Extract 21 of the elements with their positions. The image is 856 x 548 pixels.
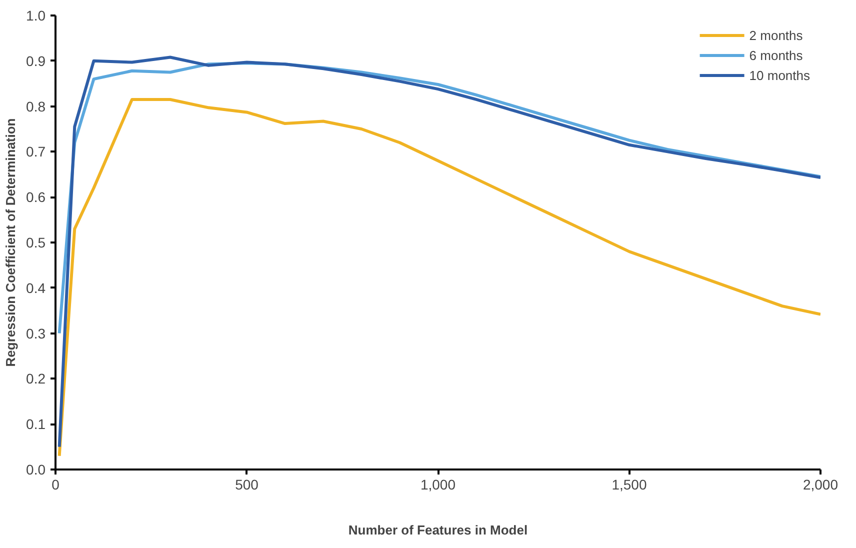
y-axis-title: Regression Coefficient of Determination	[3, 118, 18, 367]
y-tick-label: 0.9	[26, 52, 46, 69]
y-tick-label: 0.7	[26, 144, 46, 160]
y-tick-label: 0.3	[26, 325, 46, 342]
y-tick-label: 0.6	[26, 189, 46, 206]
legend-label: 2 months	[749, 28, 803, 42]
legend-label: 6 months	[749, 48, 803, 62]
legend-label: 10 months	[749, 68, 810, 82]
y-tick-label: 0.0	[26, 462, 46, 478]
y-tick-label: 0.5	[26, 234, 46, 250]
y-tick-label: 0.2	[26, 370, 46, 387]
y-tick-label: 1.0	[26, 8, 46, 24]
x-tick-label: 1,500	[612, 476, 647, 492]
x-tick-label: 2,000	[802, 476, 838, 492]
y-tick-label: 0.8	[26, 98, 46, 114]
x-axis-title: Number of Features in Model	[348, 522, 528, 538]
x-tick-label: 0	[52, 476, 60, 492]
x-tick-label: 500	[235, 476, 259, 492]
y-tick-label: 0.4	[26, 280, 46, 296]
y-tick-label: 0.1	[26, 416, 46, 432]
x-tick-label: 1,000	[420, 476, 456, 492]
